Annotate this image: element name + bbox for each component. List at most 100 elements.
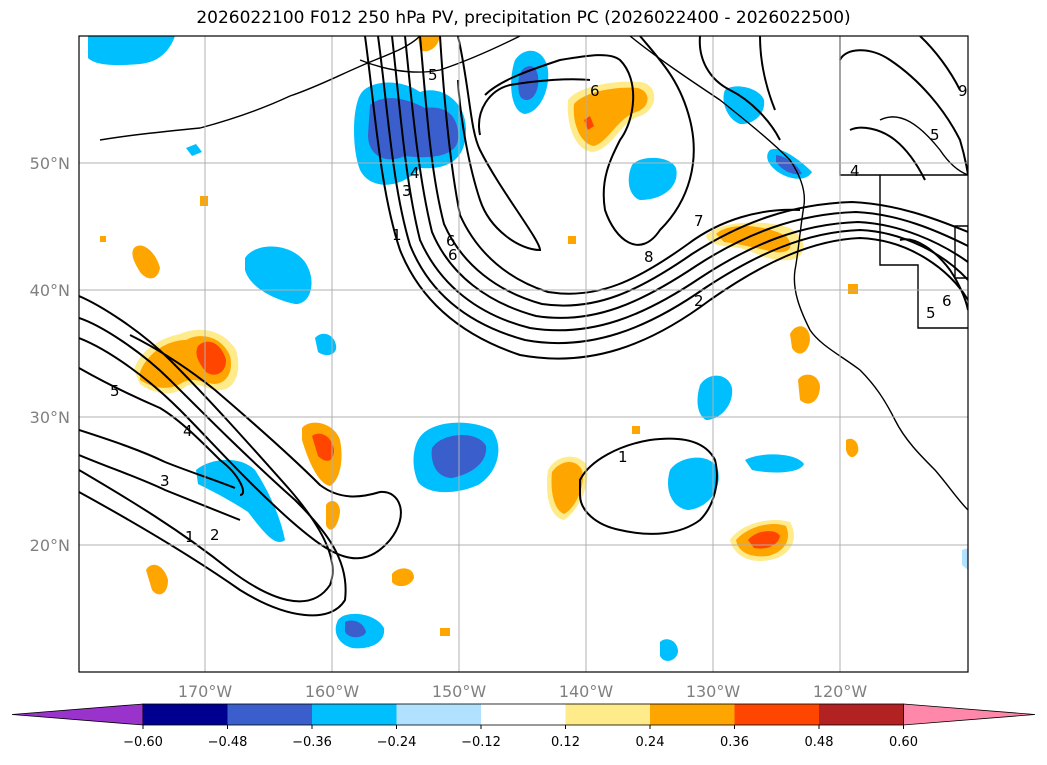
precip-pos-area — [846, 438, 859, 458]
colorbar-segment — [481, 704, 566, 725]
lat-label: 20°N — [30, 536, 70, 555]
contour-label: 6 — [446, 232, 456, 250]
colorbar-segment — [734, 704, 820, 725]
contour-label: 7 — [694, 212, 704, 230]
map-title: 2026022100 F012 250 hPa PV, precipitatio… — [196, 8, 851, 28]
pv-contour-20 — [899, 238, 968, 311]
colorbar-segment — [565, 704, 651, 725]
precip-neg-area — [196, 459, 285, 542]
precipitation-anomalies — [88, 36, 968, 661]
lon-label: 160°W — [305, 682, 360, 701]
precip-pos-area — [146, 564, 168, 595]
precip-pos-area — [798, 374, 820, 404]
pv-contour-14 — [484, 36, 695, 246]
contour-label: 5 — [428, 66, 438, 84]
colorbar-tick-label: −0.12 — [461, 735, 501, 750]
graticule — [79, 36, 968, 672]
precip-neg-area — [723, 86, 765, 125]
pv-contour-4 — [79, 367, 245, 496]
contour-label: 6 — [590, 82, 600, 100]
colorbar-border — [142, 703, 904, 726]
contour-label: 1 — [392, 226, 402, 244]
colorbar: −0.60 −0.48 −0.36 −0.24 −0.12 0.12 0.24 0.36 0.4… — [11, 703, 1036, 750]
lon-label: 150°W — [432, 682, 487, 701]
precip-neg-area — [668, 457, 719, 510]
pv-contour-2 — [79, 317, 347, 617]
precip-neg-area — [745, 454, 804, 473]
coastline-us-west — [793, 204, 968, 511]
colorbar-tick-label: 0.12 — [551, 735, 580, 750]
colorbar-segment — [396, 704, 482, 725]
pv-contour-13 — [457, 36, 542, 252]
lon-label: 140°W — [559, 682, 614, 701]
pv-contour-15 — [478, 78, 591, 136]
contour-label: 3 — [402, 182, 412, 200]
precip-pos-core — [573, 87, 648, 146]
lon-label: 120°W — [813, 682, 868, 701]
colorbar-arrow-left — [11, 703, 144, 726]
contour-label: 4 — [183, 422, 193, 440]
precip-pos-area — [200, 196, 208, 206]
pv-contour-6 — [79, 454, 241, 521]
pv-contour-7 — [364, 36, 968, 360]
precip-neg-area — [315, 333, 337, 356]
pv-contour-12 — [439, 36, 801, 295]
contour-label: 5 — [930, 126, 940, 144]
pv-contour-5 — [79, 429, 236, 489]
pv-contour-21 — [919, 36, 961, 91]
lat-label: 40°N — [30, 281, 70, 300]
coastline-alaska — [359, 36, 521, 73]
lon-label: 130°W — [686, 682, 741, 701]
colorbar-segment — [227, 704, 313, 725]
pv-contour-17 — [759, 36, 776, 111]
contour-label: 4 — [850, 162, 860, 180]
colorbar-tick-label: 0.48 — [805, 735, 834, 750]
contour-label: 8 — [644, 248, 654, 266]
colorbar-tick-label: −0.60 — [123, 735, 163, 750]
contour-label: 1 — [618, 448, 628, 466]
pv-contour-18 — [839, 49, 968, 176]
precip-pos-area — [326, 500, 340, 530]
precip-neg-area — [628, 157, 677, 200]
contour-label: 1 — [185, 528, 195, 546]
precip-neg-core — [345, 620, 366, 638]
precip-pos-area — [418, 36, 440, 52]
contour-label: 6 — [448, 246, 458, 264]
precip-pos-area — [790, 326, 810, 354]
precip-pos-peak — [196, 341, 226, 375]
precip-pos-peak — [312, 433, 334, 461]
precip-pos-area — [100, 236, 106, 242]
precip-pos-area — [632, 426, 640, 434]
precip-pos-peak — [748, 531, 780, 549]
lon-label: 170°W — [178, 682, 233, 701]
pv-contour-16 — [698, 36, 781, 141]
contour-label: 3 — [160, 472, 170, 490]
contour-label: 2 — [210, 526, 220, 544]
pv-contour-closed — [579, 437, 718, 535]
precip-pos-core — [551, 461, 583, 514]
pv-contour-3 — [79, 334, 402, 560]
precip-pos-area — [848, 284, 858, 294]
coastline-pacific-nw — [629, 36, 806, 206]
coastline-hudson — [879, 116, 968, 176]
precip-neg-area — [697, 375, 733, 420]
border-states — [879, 175, 968, 329]
precip-pos-area — [440, 628, 450, 636]
precip-pos-area — [132, 245, 160, 279]
contour-label: 2 — [694, 292, 704, 310]
precip-pos-area — [392, 568, 414, 587]
precip-neg-area — [962, 548, 968, 570]
contour-label: 9 — [958, 82, 968, 100]
precip-neg-area — [186, 144, 202, 156]
pv-contour-19 — [849, 126, 926, 181]
coastline-aleutians — [99, 36, 421, 141]
pv-contour-9 — [391, 36, 968, 332]
precip-neg-area — [660, 639, 678, 661]
border-region — [954, 225, 968, 279]
contour-labels: 5 4 3 2 1 1 2 8 7 6 5 4 3 1 6 5 4 5 6 9 … — [110, 66, 968, 546]
colorbar-segment — [312, 704, 397, 725]
colorbar-tick-label: −0.36 — [292, 735, 332, 750]
lat-label: 30°N — [30, 408, 70, 427]
precip-pos-area — [568, 236, 576, 244]
